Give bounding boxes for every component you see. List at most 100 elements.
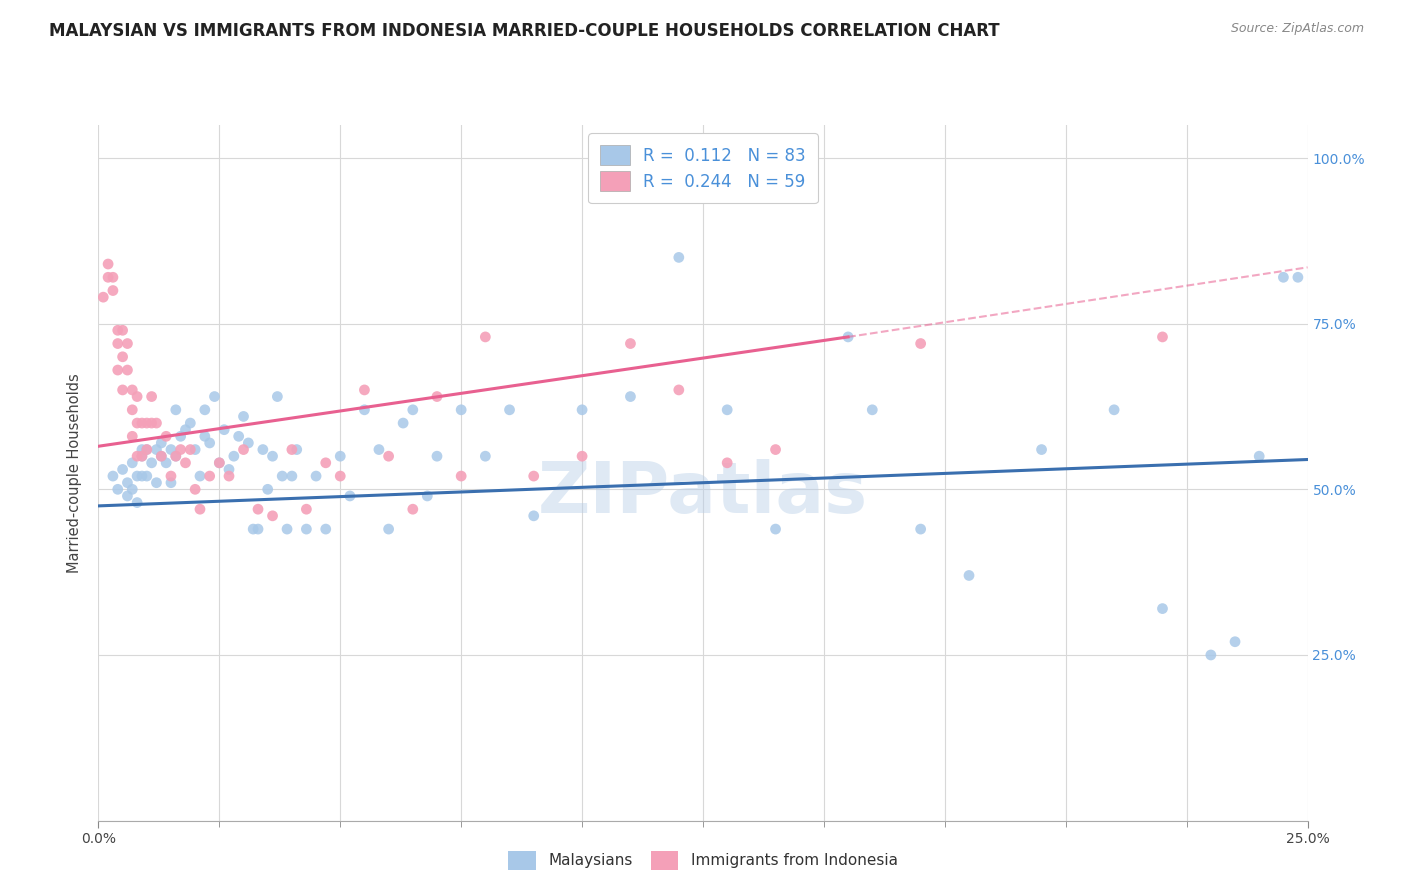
Text: ZIPatlas: ZIPatlas [538,459,868,528]
Point [218,469,240,483]
Point [141,416,163,430]
Point [716,402,738,417]
Point [101,284,124,298]
Point [498,402,520,417]
Point [121,483,143,497]
Point [218,462,240,476]
Point [228,429,250,443]
Point [188,469,211,483]
Point [295,522,318,536]
Point [765,442,787,457]
Point [111,323,134,337]
Point [141,390,163,404]
Point [198,469,221,483]
Point [238,436,260,450]
Point [571,402,593,417]
Point [101,270,124,285]
Point [315,456,337,470]
Point [145,416,167,430]
Point [377,522,399,536]
Point [1286,270,1309,285]
Point [315,522,337,536]
Point [1152,601,1174,615]
Point [107,363,129,377]
Point [155,456,177,470]
Point [135,442,157,457]
Point [295,502,318,516]
Point [174,456,197,470]
Point [97,257,120,271]
Point [135,416,157,430]
Point [262,449,284,463]
Point [1199,648,1222,662]
Point [416,489,439,503]
Point [1272,270,1295,285]
Point [208,456,231,470]
Point [121,402,143,417]
Point [107,336,129,351]
Point [117,363,139,377]
Point [165,449,187,463]
Point [252,442,274,457]
Point [837,330,859,344]
Point [145,442,167,457]
Point [131,416,153,430]
Point [160,475,183,490]
Point [910,522,932,536]
Point [232,442,254,457]
Point [188,502,211,516]
Point [141,456,163,470]
Point [117,475,139,490]
Point [1152,330,1174,344]
Point [155,429,177,443]
Point [266,390,288,404]
Point [426,390,449,404]
Point [271,469,294,483]
Point [247,522,270,536]
Point [450,469,472,483]
Point [117,489,139,503]
Point [208,456,231,470]
Point [179,416,201,430]
Point [169,442,191,457]
Point [131,449,153,463]
Point [285,442,308,457]
Point [474,330,496,344]
Point [121,429,143,443]
Point [107,323,129,337]
Y-axis label: Married-couple Households: Married-couple Households [67,373,83,573]
Point [860,402,883,417]
Point [353,383,375,397]
Point [329,449,352,463]
Point [474,449,496,463]
Point [368,442,391,457]
Point [242,522,264,536]
Point [523,508,546,523]
Point [179,442,201,457]
Point [135,469,157,483]
Point [1102,402,1125,417]
Point [281,469,304,483]
Point [194,402,217,417]
Point [121,383,143,397]
Point [957,568,980,582]
Point [377,449,399,463]
Point [127,416,149,430]
Point [131,449,153,463]
Point [111,383,134,397]
Point [1223,634,1246,648]
Point [450,402,472,417]
Text: MALAYSIAN VS IMMIGRANTS FROM INDONESIA MARRIED-COUPLE HOUSEHOLDS CORRELATION CHA: MALAYSIAN VS IMMIGRANTS FROM INDONESIA M… [49,22,1000,40]
Point [281,442,304,457]
Point [392,416,415,430]
Point [150,449,173,463]
Point [169,429,191,443]
Point [150,449,173,463]
Point [127,495,149,509]
Point [97,270,120,285]
Point [131,442,153,457]
Point [619,390,641,404]
Point [107,483,129,497]
Point [212,423,235,437]
Point [160,469,183,483]
